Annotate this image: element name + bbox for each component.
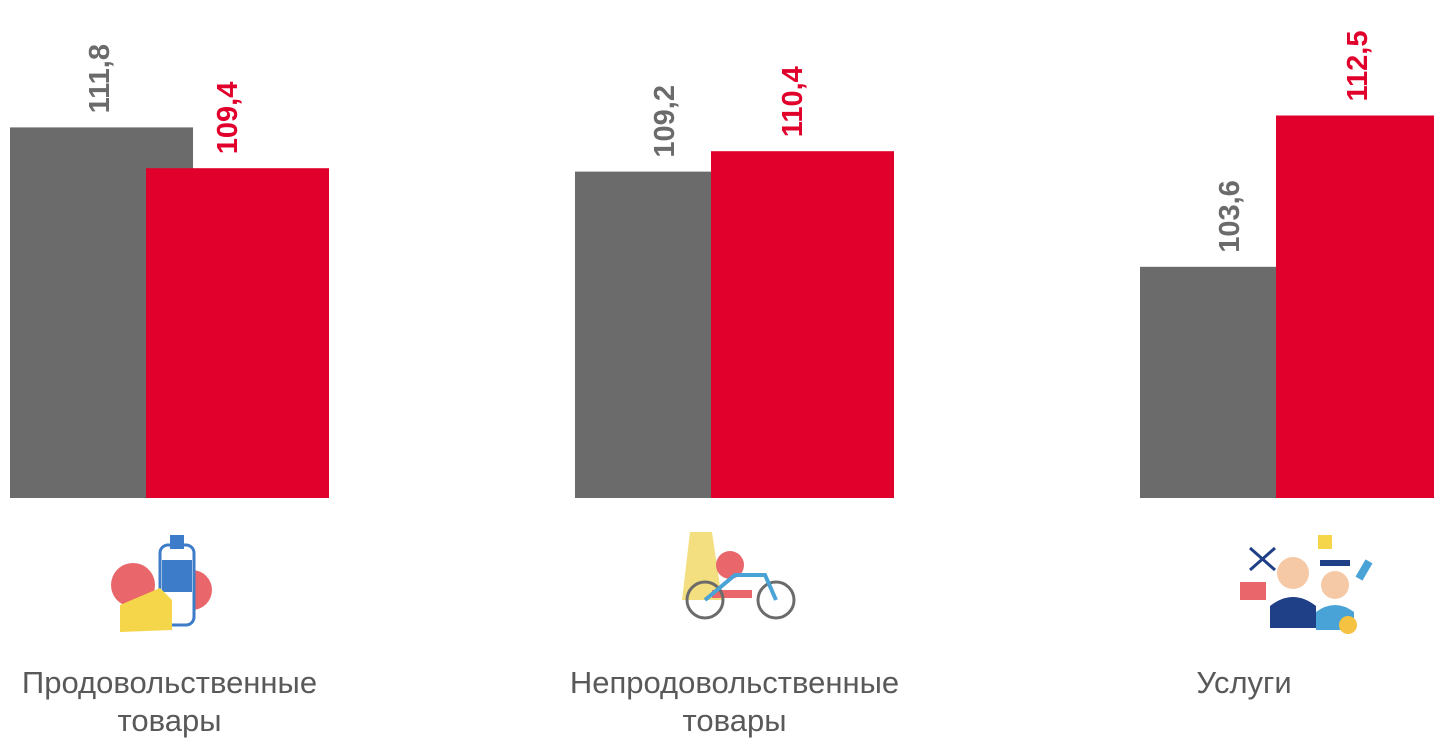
category-label: Продовольственные товары xyxy=(21,665,318,738)
value-label: 112,5 xyxy=(1342,31,1374,102)
food-icon xyxy=(111,535,212,632)
value-label: 110,4 xyxy=(777,66,809,137)
bar xyxy=(1276,115,1434,498)
services-icon xyxy=(1240,535,1373,634)
category-label: Услуги xyxy=(1196,665,1292,700)
value-label: 109,4 xyxy=(212,82,244,155)
value-label: 111,8 xyxy=(84,44,116,113)
value-label: 103,6 xyxy=(1214,180,1246,253)
bar xyxy=(711,151,894,498)
category-label: Непродовольственные товары xyxy=(569,665,900,738)
value-label: 109,2 xyxy=(649,85,681,158)
goods-icon xyxy=(682,532,796,620)
bar xyxy=(146,168,329,498)
